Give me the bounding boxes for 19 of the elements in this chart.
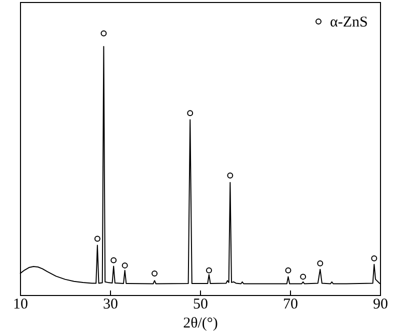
- point: [100, 30, 107, 36]
- point: [122, 262, 128, 268]
- point: [110, 257, 117, 264]
- point: [300, 274, 306, 280]
- point: [317, 260, 324, 266]
- point: [227, 172, 234, 178]
- point: [206, 267, 212, 274]
- x-tick-label: 30: [103, 296, 118, 312]
- legend-label: α-ZnS: [330, 14, 368, 30]
- point: [371, 255, 378, 262]
- x-tick-label: 90: [373, 296, 388, 312]
- point: [187, 110, 194, 116]
- x-tick-label: 70: [283, 296, 298, 312]
- x-tick-label: 50: [193, 296, 208, 312]
- point: [152, 270, 158, 277]
- x-axis-title: 2θ/(°): [183, 316, 218, 332]
- point: [285, 267, 292, 274]
- x-tick-label: 10: [13, 296, 28, 312]
- point: [94, 236, 100, 242]
